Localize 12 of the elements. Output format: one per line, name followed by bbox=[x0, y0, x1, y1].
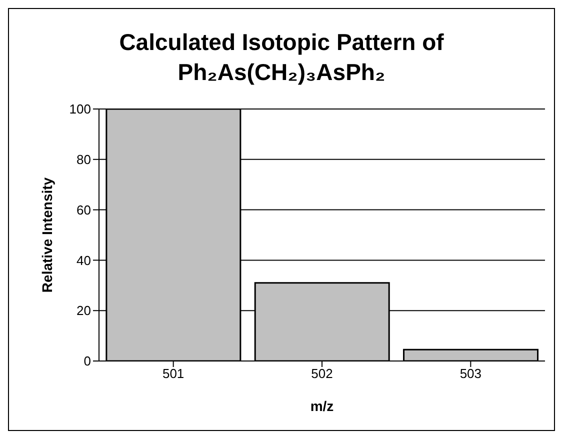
y-tick-label: 20 bbox=[76, 303, 91, 318]
x-axis-title: m/z bbox=[310, 398, 334, 414]
y-tick-label: 60 bbox=[76, 202, 91, 218]
y-tick-label: 0 bbox=[84, 354, 91, 369]
y-tick-label: 40 bbox=[76, 252, 91, 268]
chart-title: Calculated Isotopic Pattern of Ph₂As(CH₂)₃AsPh₂ bbox=[118, 28, 445, 87]
x-tick-label: 501 bbox=[162, 366, 184, 382]
y-tick-label: 100 bbox=[69, 102, 91, 117]
y-axis-title: Relative Intensity bbox=[38, 177, 55, 293]
x-tick-label: 502 bbox=[311, 366, 333, 382]
x-tick-label: 503 bbox=[460, 366, 482, 382]
y-tick-label: 80 bbox=[76, 152, 91, 168]
